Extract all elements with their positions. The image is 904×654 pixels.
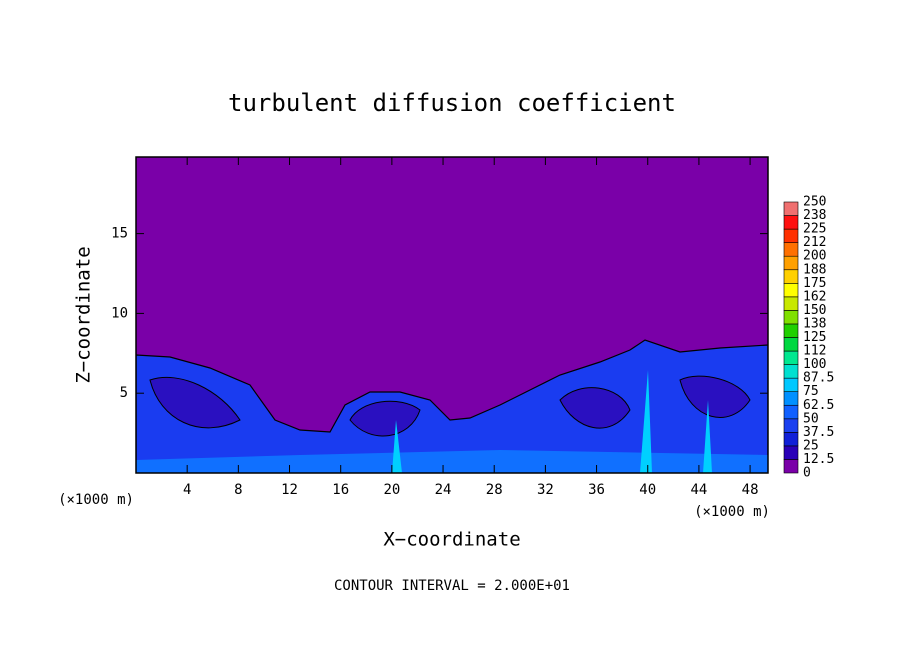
colorbar-segment [783,228,799,243]
colorbar-label: 125 [803,330,826,345]
x-tick-label: 24 [435,482,452,498]
colorbar-segment [783,391,799,406]
colorbar-segment [783,296,799,311]
colorbar-label: 112 [803,344,826,359]
footnote: CONTOUR INTERVAL = 2.000E+01 [334,578,570,594]
surface-layer [136,450,768,473]
colorbar-segment [783,269,799,284]
colorbar-label: 250 [803,195,826,210]
x-axis-label: X−coordinate [383,529,520,551]
colorbar-segment [783,445,799,460]
colorbar-segment [783,364,799,379]
colorbar-segment [783,377,799,392]
colorbar-label: 212 [803,235,826,250]
x-tick-label: 28 [486,482,503,498]
colorbar-label: 25 [803,438,819,453]
x-tick-label: 12 [281,482,298,498]
x-tick-label: 48 [742,482,759,498]
colorbar-label: 188 [803,262,826,277]
colorbar-segment [783,282,799,298]
colorbar-label: 138 [803,316,826,331]
colorbar-segment [783,432,799,447]
colorbar-label: 12.5 [803,452,834,467]
colorbar-segment [783,215,799,230]
colorbar-segment [783,459,799,474]
colorbar-label: 50 [803,411,819,426]
colorbar-label: 162 [803,289,826,304]
x-tick-label: 4 [183,482,191,498]
colorbar-label: 0 [803,466,811,481]
colorbar-segment [783,242,799,257]
x-unit: (×1000 m) [58,492,134,508]
field [136,157,768,473]
colorbar-segment [783,201,799,216]
y-tick-label: 10 [111,305,128,321]
colorbar-segment [783,404,799,420]
colorbar-segment [783,418,799,433]
colorbar-label: 87.5 [803,371,834,386]
chart-title: turbulent diffusion coefficient [228,89,676,117]
colorbar-label: 37.5 [803,425,834,440]
colorbar-segment [783,323,799,338]
x-tick-label: 8 [234,482,242,498]
colorbar-segment [783,310,799,325]
colorbar-label: 100 [803,357,826,372]
x-tick-label: 32 [537,482,554,498]
x-unit: (×1000 m) [694,504,770,520]
colorbar-label: 150 [803,303,826,318]
colorbar-segment [783,255,799,271]
x-tick-label: 36 [588,482,605,498]
colorbar-label: 200 [803,249,826,264]
colorbar-label: 62.5 [803,398,834,413]
colorbar-segment [783,337,799,352]
streak [392,370,712,473]
low-patch [149,375,751,437]
x-tick-label: 44 [690,482,707,498]
colorbar-label: 175 [803,276,826,291]
x-tick-label: 20 [383,482,400,498]
x-tick-label: 16 [332,482,349,498]
y-tick-label: 5 [120,385,128,401]
colorbar-segment [783,350,799,365]
colorbar-label: 75 [803,384,819,399]
y-axis-label: Z−coordinate [73,246,95,383]
colorbar-label: 238 [803,208,826,223]
turbulent-region [136,339,768,473]
plot-frame [135,156,769,474]
y-tick-label: 15 [111,226,128,242]
x-tick-label: 40 [639,482,656,498]
colorbar-label: 225 [803,222,826,237]
